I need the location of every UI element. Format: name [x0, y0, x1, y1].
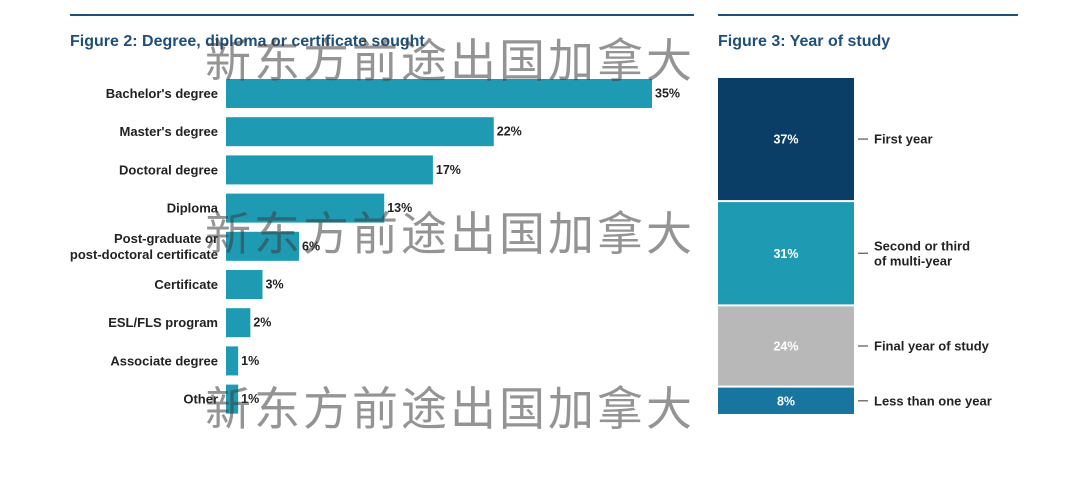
- category-label: post-doctoral certificate: [70, 247, 218, 262]
- segment-category-label: Second or third: [874, 238, 970, 253]
- bar-value-label: 22%: [497, 125, 522, 139]
- category-label: Certificate: [154, 277, 218, 292]
- stack-segment: [718, 306, 854, 386]
- bar: [226, 270, 263, 299]
- stack-segment: [718, 78, 854, 201]
- bar-value-label: 35%: [655, 87, 680, 101]
- category-label: Other: [183, 392, 218, 407]
- bar: [226, 384, 239, 414]
- stack-segment: [718, 387, 854, 414]
- category-label: Diploma: [167, 201, 219, 216]
- category-label: ESL/FLS program: [108, 315, 218, 330]
- category-label: Master's degree: [120, 124, 218, 139]
- figure3-top-rule: [718, 14, 1018, 16]
- bar-value-label: 2%: [253, 316, 271, 330]
- bar: [226, 117, 494, 147]
- bar-value-label: 1%: [241, 354, 259, 368]
- segment-value-label: 31%: [773, 247, 798, 261]
- figure3-title: Figure 3: Year of study: [718, 33, 891, 50]
- category-label: Bachelor's degree: [106, 86, 218, 101]
- category-label: Associate degree: [110, 353, 218, 368]
- bar: [226, 346, 239, 376]
- category-label: Doctoral degree: [119, 162, 218, 177]
- segment-category-label: Final year of study: [874, 339, 990, 354]
- stack-segment: [718, 202, 854, 305]
- segment-value-label: 24%: [773, 340, 798, 354]
- bar: [226, 193, 385, 223]
- figure2-title: Figure 2: Degree, diploma or certificate…: [70, 33, 425, 50]
- segment-category-label: Less than one year: [874, 393, 992, 408]
- bar-value-label: 13%: [387, 201, 412, 215]
- category-label: Post-graduate or: [114, 231, 218, 246]
- bar-value-label: 6%: [302, 239, 320, 253]
- segment-category-label: of multi-year: [874, 253, 952, 268]
- figure2-top-rule: [70, 14, 694, 16]
- bar-value-label: 17%: [436, 163, 461, 177]
- bar: [226, 308, 251, 338]
- bar: [226, 155, 433, 185]
- segment-value-label: 37%: [773, 133, 798, 147]
- segment-category-label: First year: [874, 132, 933, 147]
- segment-value-label: 8%: [777, 394, 795, 408]
- bar-value-label: 3%: [266, 278, 284, 292]
- bar: [226, 231, 300, 261]
- bar: [226, 79, 652, 108]
- bar-value-label: 1%: [241, 392, 259, 406]
